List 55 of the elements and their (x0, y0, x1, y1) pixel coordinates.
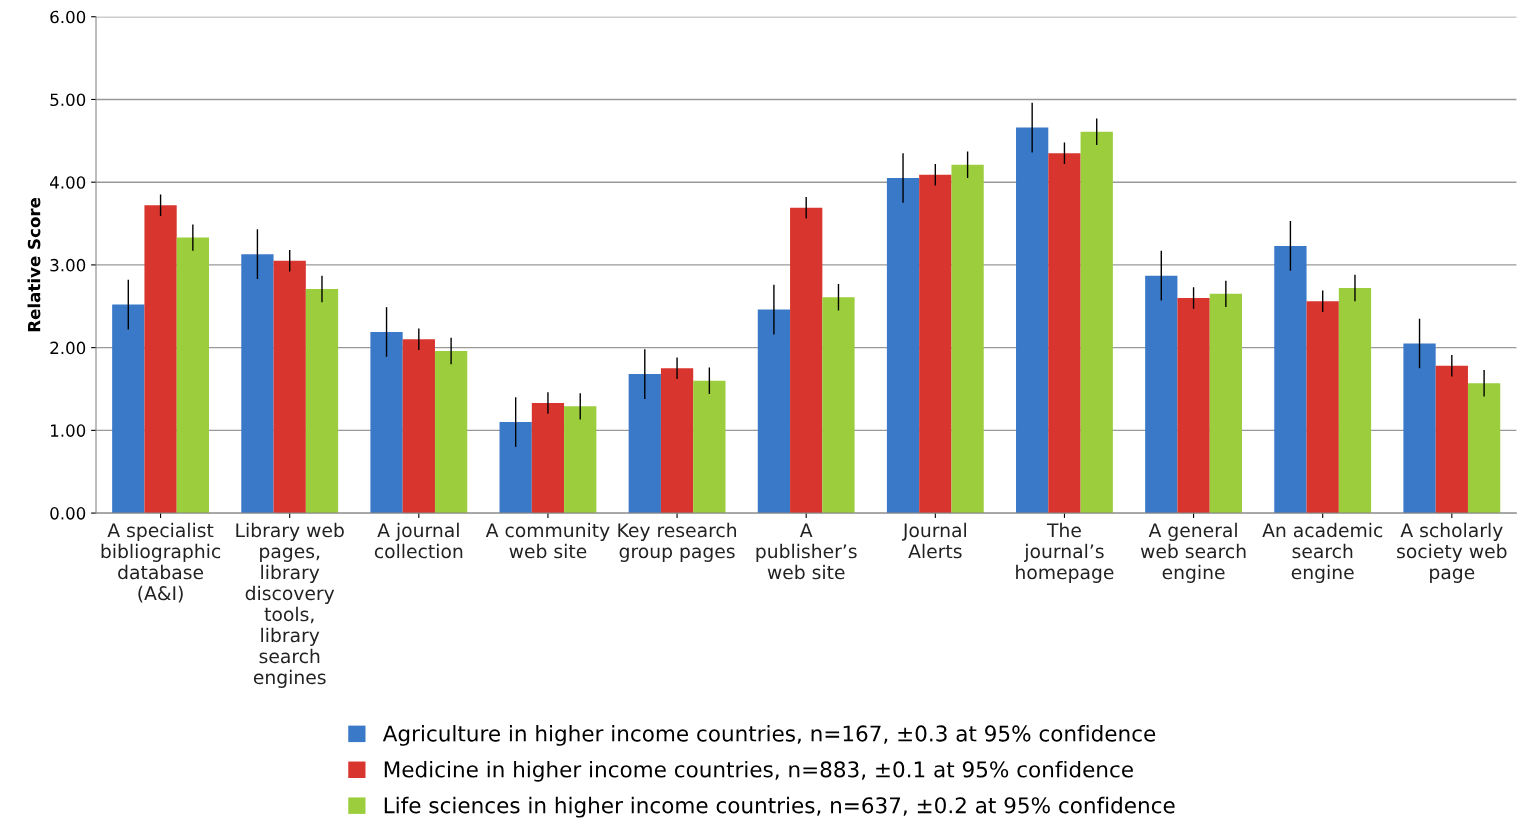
legend-label: Medicine in higher income countries, n=883, ±0.1 at 95% confidence (384, 760, 1133, 782)
x-tick-label: A publisher’s web site (756, 523, 857, 580)
y-tick-label: 3.00 (50, 258, 86, 272)
bar (564, 406, 597, 514)
y-tick-label: 2.00 (50, 341, 86, 355)
y-tick-label: 4.00 (50, 176, 86, 189)
x-tick-label: A general web search engine (1140, 522, 1246, 583)
bar (402, 339, 435, 514)
bar (1209, 293, 1242, 514)
bar (1338, 288, 1372, 514)
y-axis-title: Relative Score (27, 197, 41, 332)
x-tick-label: Library web pages, library discovery tools, library search engines (236, 522, 344, 688)
bar (1177, 298, 1210, 514)
bar (144, 205, 177, 514)
bar (1145, 275, 1178, 514)
y-tick-label: 6.00 (50, 10, 86, 24)
bar (1048, 153, 1081, 514)
x-tick-label: Journal Alerts (901, 522, 966, 559)
bar (790, 207, 823, 514)
bar (1080, 131, 1113, 514)
x-tick-label: An academic search engine (1262, 522, 1383, 583)
bar (660, 368, 694, 514)
bar (919, 174, 952, 514)
bar (1435, 365, 1468, 514)
bar (499, 422, 532, 514)
x-tick-label: A specialist bibliographic database (A&I) (101, 522, 221, 603)
bar (531, 403, 565, 514)
bar (757, 309, 791, 514)
x-tick-label: A scholarly society web page (1397, 522, 1507, 583)
bar (1306, 301, 1339, 514)
legend-label: Agriculture in higher income countries, n=167, ±0.3 at 95% confidence (382, 724, 1156, 746)
bar (176, 237, 209, 514)
bar (693, 380, 726, 514)
bar (1467, 383, 1501, 514)
bar (370, 331, 403, 514)
bar (305, 288, 339, 514)
y-tick-label: 0.00 (50, 507, 86, 520)
bar (628, 374, 661, 514)
bar (112, 304, 145, 514)
bar (886, 178, 920, 514)
bar (1016, 127, 1049, 514)
y-tick-label: 5.00 (50, 93, 86, 107)
bar (434, 350, 468, 514)
x-tick-label: A community web site (485, 522, 610, 559)
bar (1403, 343, 1436, 514)
bar (951, 164, 984, 514)
bar (241, 254, 274, 514)
legend-label: Life sciences in higher income countries, n=637, ±0.2 at 95% confidence (384, 796, 1175, 818)
bar (273, 260, 306, 514)
bar (822, 297, 855, 514)
bar (1274, 245, 1307, 514)
x-tick-label: A journal collection (374, 522, 463, 559)
x-tick-label: The journal’s homepage (1016, 522, 1114, 583)
y-tick-label: 1.00 (51, 424, 86, 437)
x-tick-label: Key research group pages (618, 522, 736, 562)
